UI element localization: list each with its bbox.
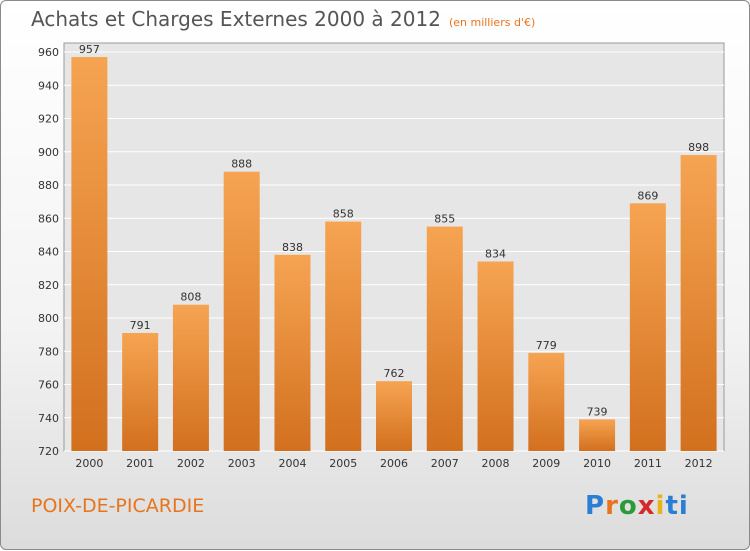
y-tick-label: 920 bbox=[38, 113, 59, 126]
chart-title: Achats et Charges Externes 2000 à 2012 bbox=[31, 7, 441, 31]
y-tick-label: 740 bbox=[38, 412, 59, 425]
value-label: 869 bbox=[637, 189, 658, 202]
x-tick-label: 2007 bbox=[431, 457, 459, 470]
value-label: 858 bbox=[333, 208, 354, 221]
place-name: POIX-DE-PICARDIE bbox=[31, 495, 205, 517]
y-tick-label: 960 bbox=[38, 46, 59, 59]
bar bbox=[376, 381, 412, 451]
bar bbox=[223, 171, 260, 451]
x-tick-label: 2001 bbox=[126, 457, 154, 470]
x-tick-label: 2003 bbox=[228, 457, 256, 470]
value-label: 834 bbox=[485, 247, 506, 260]
x-tick-label: 2008 bbox=[482, 457, 510, 470]
x-tick-label: 2009 bbox=[532, 457, 560, 470]
bar bbox=[172, 304, 209, 451]
x-tick-label: 2000 bbox=[75, 457, 103, 470]
y-tick-label: 780 bbox=[38, 345, 59, 358]
bar bbox=[528, 352, 565, 451]
y-tick-label: 880 bbox=[38, 179, 59, 192]
bars bbox=[71, 56, 717, 452]
bar bbox=[629, 203, 666, 451]
chart-title-row: Achats et Charges Externes 2000 à 2012 (e… bbox=[31, 7, 535, 31]
y-axis-labels: 720 740 760 780 800 820 840 860 880 900 920 940 960 bbox=[38, 46, 59, 458]
x-tick-label: 2011 bbox=[634, 457, 662, 470]
y-tick-label: 800 bbox=[38, 312, 59, 325]
value-label: 791 bbox=[130, 319, 151, 332]
value-label: 762 bbox=[384, 367, 405, 380]
bar bbox=[274, 254, 311, 451]
x-axis-labels: 2000 2001 2002 2003 2004 2005 2006 2007 2008 2009… bbox=[75, 457, 712, 470]
value-label: 739 bbox=[587, 405, 608, 418]
proxiti-logo: Proxiti bbox=[585, 491, 689, 521]
value-labels: 957 791 808 888 838 858 762 855 834 779 739 869 898 bbox=[79, 43, 709, 418]
bar bbox=[579, 419, 616, 451]
value-label: 779 bbox=[536, 339, 557, 352]
x-tick-label: 2005 bbox=[329, 457, 357, 470]
y-tick-label: 860 bbox=[38, 212, 59, 225]
value-label: 957 bbox=[79, 43, 100, 56]
x-tick-label: 2006 bbox=[380, 457, 408, 470]
bar bbox=[426, 226, 463, 451]
value-label: 888 bbox=[231, 158, 252, 171]
x-tick-label: 2002 bbox=[177, 457, 205, 470]
bar bbox=[477, 261, 514, 451]
y-tick-label: 840 bbox=[38, 246, 59, 259]
y-tick-label: 760 bbox=[38, 379, 59, 392]
y-tick-label: 720 bbox=[38, 445, 59, 458]
y-tick-label: 940 bbox=[38, 79, 59, 92]
x-tick-label: 2010 bbox=[583, 457, 611, 470]
bar bbox=[325, 221, 362, 451]
x-tick-label: 2004 bbox=[278, 457, 306, 470]
chart-subtitle: (en milliers d'€) bbox=[448, 16, 536, 29]
y-tick-label: 900 bbox=[38, 146, 59, 159]
value-label: 808 bbox=[180, 291, 201, 304]
bar bbox=[71, 56, 108, 452]
bar bbox=[122, 332, 159, 451]
value-label: 838 bbox=[282, 241, 303, 254]
y-tick-label: 820 bbox=[38, 279, 59, 292]
value-label: 898 bbox=[688, 141, 709, 154]
x-tick-label: 2012 bbox=[685, 457, 713, 470]
bar bbox=[680, 155, 717, 451]
value-label: 855 bbox=[434, 213, 455, 226]
